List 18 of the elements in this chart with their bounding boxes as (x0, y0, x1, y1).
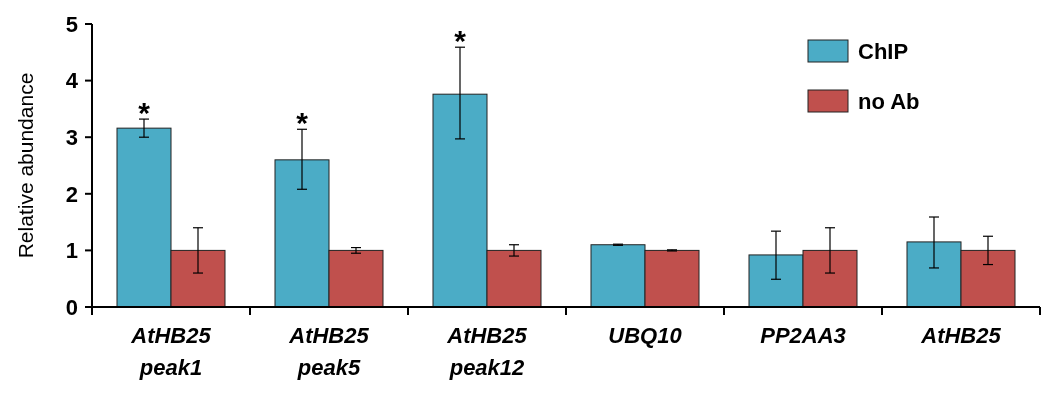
y-axis-title: Relative abundance (14, 72, 38, 259)
x-tick-label: AtHB25 (920, 323, 1002, 348)
legend-label: no Ab (858, 88, 920, 114)
x-tick-label: AtHB25 peak1 (130, 323, 212, 380)
x-tick-label: AtHB25 peak5 (288, 323, 370, 380)
y-tick-label: 1 (65, 238, 78, 264)
x-tick-label: PP2AA3 (760, 323, 846, 348)
y-tick-label: 4 (65, 68, 79, 94)
legend-label: ChIP (858, 38, 909, 64)
y-tick-label: 0 (65, 294, 78, 320)
y-tick-label: 5 (65, 11, 78, 37)
x-tick-label: AtHB25 peak12 (446, 323, 528, 380)
annotation: * (138, 96, 151, 130)
annotation: * (454, 24, 467, 58)
y-tick-label: 3 (65, 124, 78, 150)
y-tick-label: 2 (65, 181, 78, 207)
annotation: * (296, 106, 309, 140)
x-tick-label: UBQ10 (608, 323, 683, 348)
